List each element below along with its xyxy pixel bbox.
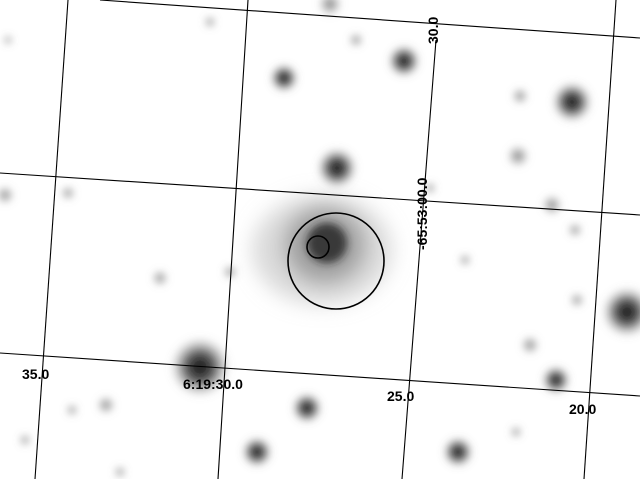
dec-label-dms: -65:53:00.0 xyxy=(414,177,430,250)
star xyxy=(270,64,298,92)
star xyxy=(542,366,570,394)
star xyxy=(570,293,584,307)
outer-aperture-circle xyxy=(287,212,385,310)
star xyxy=(3,35,13,45)
star xyxy=(223,265,237,279)
star xyxy=(242,437,272,467)
star xyxy=(152,270,168,286)
star xyxy=(292,393,322,423)
dec-label-30: 30.0 xyxy=(425,17,441,44)
ra-grid-line xyxy=(217,0,249,479)
star xyxy=(114,466,126,478)
star xyxy=(61,186,75,200)
ra-label-25: 25.0 xyxy=(387,388,414,404)
star xyxy=(568,223,582,237)
ra-label-hms: 6:19:30.0 xyxy=(183,376,243,392)
star xyxy=(459,254,471,266)
inner-aperture-circle xyxy=(306,235,330,259)
ra-grid-line xyxy=(583,0,617,479)
star xyxy=(317,148,357,188)
star xyxy=(19,434,31,446)
star xyxy=(318,0,342,16)
star xyxy=(97,396,115,414)
ra-label-20: 20.0 xyxy=(569,401,596,417)
dec-grid-line xyxy=(99,0,640,39)
ra-grid-line xyxy=(34,0,69,479)
dec-grid-line xyxy=(0,172,640,216)
star xyxy=(512,88,528,104)
star xyxy=(521,336,539,354)
star xyxy=(602,287,640,337)
star xyxy=(507,145,529,167)
star xyxy=(204,16,216,28)
dec-grid-line xyxy=(0,352,640,397)
star xyxy=(388,45,420,77)
star xyxy=(66,404,78,416)
star xyxy=(424,182,436,194)
ra-label-35: 35.0 xyxy=(22,366,49,382)
ra-grid-line xyxy=(401,39,437,479)
star xyxy=(349,33,363,47)
star xyxy=(170,337,230,397)
aperture-markers xyxy=(287,212,385,310)
star xyxy=(542,195,562,215)
star xyxy=(552,82,592,122)
galaxy-core xyxy=(307,223,347,263)
star xyxy=(443,437,473,467)
star xyxy=(510,426,522,438)
star xyxy=(0,186,14,204)
